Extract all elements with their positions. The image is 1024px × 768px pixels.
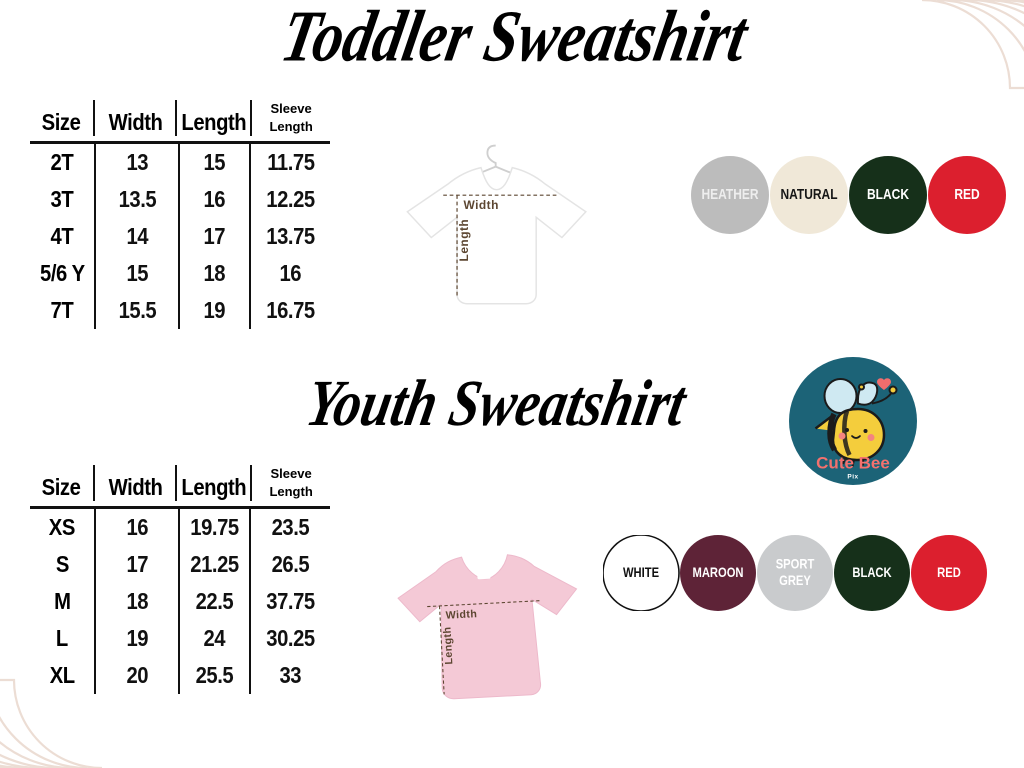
svg-text:Length: Length: [441, 626, 455, 665]
svg-text:Width: Width: [445, 608, 477, 622]
svg-text:Width: Width: [463, 198, 498, 212]
svg-text:Cute Bee: Cute Bee: [816, 454, 890, 473]
svg-text:Pix: Pix: [847, 474, 858, 481]
svg-text:Length: Length: [457, 219, 471, 262]
